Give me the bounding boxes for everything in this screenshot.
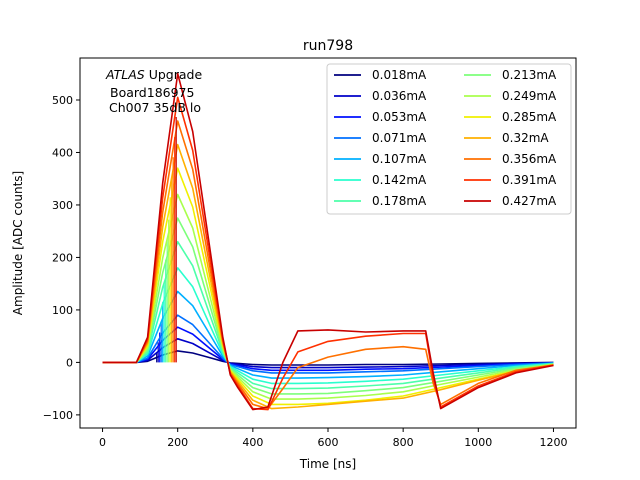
x-tick-label: 0 [99, 436, 106, 449]
x-axis-label: Time [ns] [299, 457, 356, 471]
annotation: ATLAS Upgrade Board186975 Ch007 35dB lo [105, 67, 202, 115]
y-tick-label: −100 [43, 409, 73, 422]
legend-label: 0.053mA [372, 110, 427, 124]
legend-label: 0.071mA [372, 131, 427, 145]
x-tick-label: 400 [242, 436, 263, 449]
series-line-11 [102, 143, 554, 410]
legend-label: 0.356mA [502, 152, 557, 166]
legend-label: 0.018mA [372, 68, 427, 82]
legend-label: 0.427mA [502, 194, 557, 208]
y-axis: −100 0 100 200 300 400 500 [43, 94, 80, 422]
annotation-atlas: ATLAS [105, 67, 145, 82]
legend-label: 0.285mA [502, 110, 557, 124]
legend-label: 0.036mA [372, 89, 427, 103]
x-tick-label: 600 [318, 436, 339, 449]
legend-label: 0.142mA [372, 173, 427, 187]
annotation-upgrade: Upgrade [145, 67, 203, 82]
legend-label: 0.32mA [502, 131, 549, 145]
y-tick-label: 500 [52, 94, 73, 107]
y-tick-label: 100 [52, 304, 73, 317]
annotation-line-1: ATLAS Upgrade [105, 67, 202, 82]
y-tick-label: 400 [52, 146, 73, 159]
x-axis: 0 200 400 600 800 1000 1200 [99, 428, 567, 449]
x-tick-label: 1000 [464, 436, 492, 449]
annotation-board: Board186975 [110, 85, 194, 100]
y-tick-label: 0 [66, 356, 73, 369]
y-tick-label: 300 [52, 199, 73, 212]
legend-label: 0.178mA [372, 194, 427, 208]
legend-label: 0.391mA [502, 173, 557, 187]
legend-box [326, 63, 572, 215]
series-layer [102, 72, 554, 411]
y-axis-label: Amplitude [ADC counts] [11, 171, 25, 315]
x-tick-label: 200 [167, 436, 188, 449]
legend-label: 0.213mA [502, 68, 557, 82]
legend-label: 0.107mA [372, 152, 427, 166]
series-line-14 [102, 72, 554, 411]
y-tick-label: 200 [52, 251, 73, 264]
legend: 0.018mA 0.036mA 0.053mA 0.071mA 0.107mA 0.142… [326, 63, 572, 215]
chart-title: run798 [303, 38, 353, 54]
x-tick-label: 1200 [539, 436, 567, 449]
legend-label: 0.249mA [502, 89, 557, 103]
x-tick-label: 800 [393, 436, 414, 449]
annotation-channel: Ch007 35dB lo [109, 100, 201, 115]
